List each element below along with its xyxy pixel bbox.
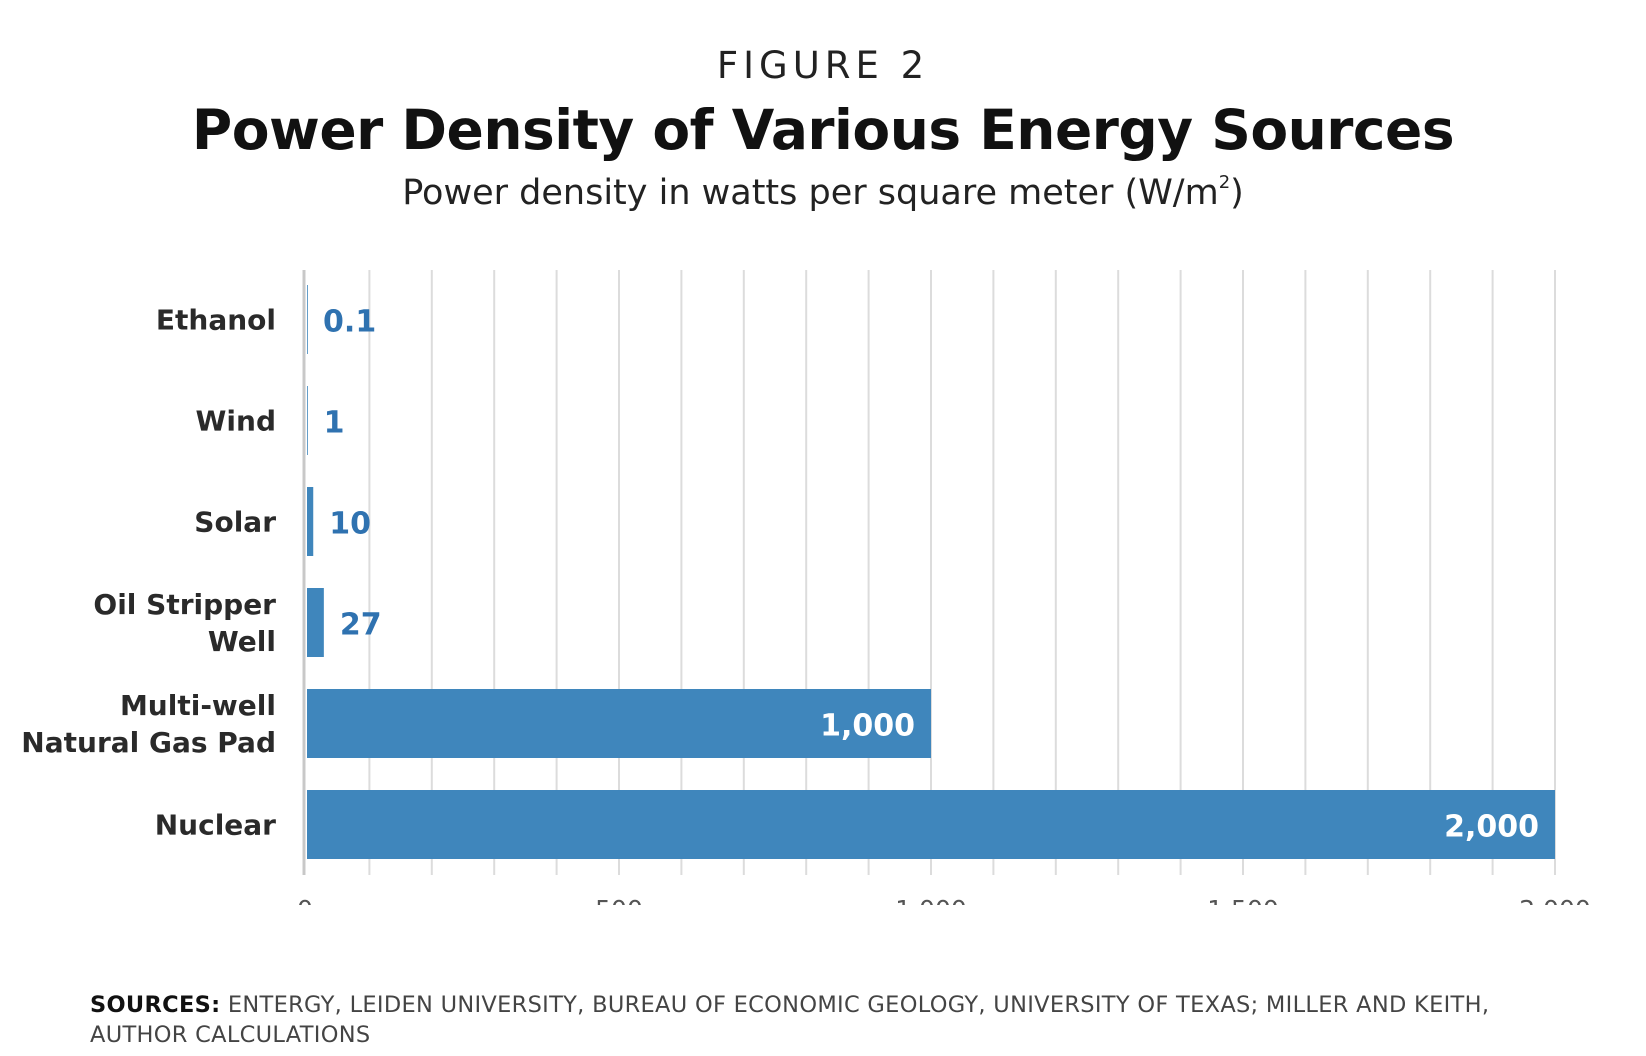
category-label: Ethanol <box>156 304 276 337</box>
x-tick-label: 0 <box>297 895 313 905</box>
x-tick-label: 1,500 <box>1207 895 1279 905</box>
bar-value-label: 0.1 <box>323 305 376 340</box>
chart-title: Power Density of Various Energy Sources <box>191 98 1455 162</box>
sources-note: SOURCES: ENTERGY, LEIDEN UNIVERSITY, BUR… <box>90 990 1590 1050</box>
category-label-line: Well <box>208 625 276 658</box>
subtitle-end: ) <box>1230 173 1244 213</box>
category-label: Multi-well Natural Gas Pad <box>21 689 276 759</box>
category-label: Wind <box>196 405 276 438</box>
sources-label: SOURCES: <box>90 992 221 1018</box>
subtitle-text: Power density in watts per square meter … <box>402 173 1219 213</box>
bar-value-label: 2,000 <box>1444 810 1539 845</box>
bar-value-label: 10 <box>329 507 371 542</box>
x-tick-label: 500 <box>595 895 643 905</box>
bar-value-label: 1,000 <box>820 709 915 744</box>
bar <box>307 689 931 758</box>
bar <box>307 285 308 354</box>
figure-kicker: FIGURE 2 <box>716 44 930 87</box>
bar <box>307 487 314 556</box>
category-label-line: Multi-well <box>120 689 276 722</box>
category-label: Nuclear <box>155 809 276 842</box>
x-tick-label: 2,000 <box>1519 895 1591 905</box>
category-label-line: Wind <box>196 405 276 438</box>
category-label: Oil Stripper Well <box>93 588 276 658</box>
category-label-line: Natural Gas Pad <box>21 726 276 759</box>
bar <box>307 386 308 455</box>
category-label-line: Ethanol <box>156 304 276 337</box>
sources-text: ENTERGY, LEIDEN UNIVERSITY, BUREAU OF EC… <box>90 992 1490 1048</box>
category-label-line: Oil Stripper <box>93 588 276 621</box>
bar <box>307 790 1555 859</box>
bar-chart: 0.1 1 10 27 1,000 2,000 Ethanol Wind Solar Oil St… <box>21 270 1591 905</box>
bar-value-label: 27 <box>340 608 382 643</box>
bar <box>307 588 324 657</box>
category-label: Solar <box>194 506 276 539</box>
category-label-line: Solar <box>194 506 276 539</box>
category-label-line: Nuclear <box>155 809 276 842</box>
bar-value-label: 1 <box>324 406 345 441</box>
subtitle-superscript: 2 <box>1218 172 1231 193</box>
chart-subtitle: Power density in watts per square meter … <box>0 172 1646 213</box>
x-tick-label: 1,000 <box>895 895 967 905</box>
